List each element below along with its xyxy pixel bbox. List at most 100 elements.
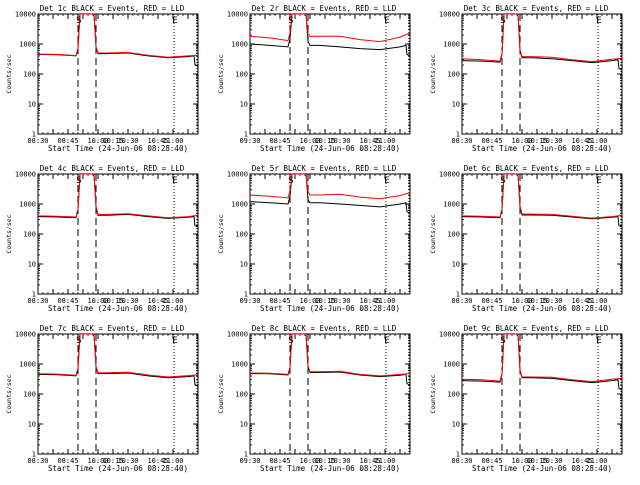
marker-label: S <box>76 336 81 346</box>
x-tick-label: 10:15 <box>102 297 123 305</box>
x-tick-label: 08:45 <box>269 457 290 465</box>
marker-label: S <box>288 176 293 186</box>
y-axis-label: Counts/sec <box>217 374 225 413</box>
marker-label: S <box>500 16 505 26</box>
x-tick-label: 10:15 <box>102 457 123 465</box>
marker-label: E <box>384 16 389 26</box>
series-line-lld <box>38 334 198 378</box>
x-tick-label: 08:45 <box>57 457 78 465</box>
y-axis-label: Counts/sec <box>5 54 13 93</box>
y-tick-label: 10000 <box>227 171 248 179</box>
x-tick-label: 08:45 <box>269 297 290 305</box>
y-tick-label: 1000 <box>19 201 36 209</box>
marker-label: E <box>384 336 389 346</box>
x-tick-label: 08:30 <box>451 137 472 145</box>
x-tick-label: 10:45 <box>571 457 592 465</box>
marker-label: E <box>596 16 601 26</box>
x-tick-label: 10:15 <box>102 137 123 145</box>
x-tick-label: 11:00 <box>162 457 183 465</box>
series-line-lld <box>462 14 622 63</box>
marker-label: E <box>172 16 177 26</box>
x-tick-label: 08:30 <box>451 457 472 465</box>
chart-title: Det 9c BLACK = Events, RED = LLD <box>464 324 609 333</box>
chart-title: Det 8c BLACK = Events, RED = LLD <box>252 324 397 333</box>
x-tick-label: 10:00 <box>511 457 532 465</box>
marker-label: E <box>596 176 601 186</box>
series-line-lld <box>38 14 198 58</box>
y-axis-label: Counts/sec <box>429 374 437 413</box>
x-tick-label: 08:45 <box>57 137 78 145</box>
x-tick-label: 10:45 <box>147 457 168 465</box>
y-axis-label: Counts/sec <box>429 54 437 93</box>
x-tick-label: 10:00 <box>87 297 108 305</box>
y-tick-label: 10 <box>452 421 460 429</box>
series-line-events <box>250 14 410 57</box>
x-tick-label: 08:45 <box>481 457 502 465</box>
x-tick-label: 10:15 <box>526 297 547 305</box>
x-tick-label: 10:00 <box>511 137 532 145</box>
y-tick-label: 1000 <box>19 361 36 369</box>
x-tick-label: 10:45 <box>571 297 592 305</box>
chart-title: Det 7c BLACK = Events, RED = LLD <box>40 324 185 333</box>
y-tick-label: 10000 <box>439 331 460 339</box>
y-tick-label: 1 <box>456 451 460 459</box>
x-tick-label: 10:45 <box>147 137 168 145</box>
marker-label: S <box>76 16 81 26</box>
y-tick-label: 10 <box>452 101 460 109</box>
x-tick-label: 10:00 <box>299 297 320 305</box>
y-tick-label: 1000 <box>231 361 248 369</box>
x-tick-label: 08:30 <box>27 137 48 145</box>
y-tick-label: 10 <box>28 101 36 109</box>
marker-label: E <box>172 176 177 186</box>
series-line-lld <box>462 174 622 219</box>
y-tick-label: 100 <box>235 391 248 399</box>
y-tick-label: 100 <box>23 231 36 239</box>
y-tick-label: 1 <box>244 131 248 139</box>
chart-title: Det 6c BLACK = Events, RED = LLD <box>464 164 609 173</box>
x-tick-label: 09:30 <box>239 137 260 145</box>
y-tick-label: 100 <box>447 391 460 399</box>
chart-title: Det 5r BLACK = Events, RED = LLD <box>252 164 397 173</box>
x-tick-label: 10:30 <box>329 297 350 305</box>
y-tick-label: 1 <box>32 291 36 299</box>
y-tick-label: 10 <box>28 261 36 269</box>
y-tick-label: 10000 <box>439 171 460 179</box>
y-tick-label: 1000 <box>443 201 460 209</box>
y-tick-label: 100 <box>447 231 460 239</box>
y-tick-label: 1 <box>456 291 460 299</box>
chart-title: Det 2r BLACK = Events, RED = LLD <box>252 4 397 13</box>
y-tick-label: 100 <box>447 71 460 79</box>
x-tick-label: 10:30 <box>541 137 562 145</box>
x-tick-label: 11:00 <box>162 297 183 305</box>
x-tick-label: 10:15 <box>314 457 335 465</box>
marker-label: S <box>500 176 505 186</box>
x-axis-label: Start Time (24-Jun-06 08:28:40) <box>260 304 400 313</box>
x-tick-label: 10:45 <box>359 457 380 465</box>
x-tick-label: 08:45 <box>481 137 502 145</box>
x-axis-label: Start Time (24-Jun-06 08:28:40) <box>48 304 188 313</box>
y-tick-label: 1 <box>456 131 460 139</box>
y-tick-label: 1000 <box>231 41 248 49</box>
x-tick-label: 10:15 <box>526 137 547 145</box>
series-line-lld <box>38 174 198 219</box>
marker-label: S <box>500 336 505 346</box>
x-tick-label: 10:15 <box>526 457 547 465</box>
x-axis-label: Start Time (24-Jun-06 08:28:40) <box>260 464 400 473</box>
x-tick-label: 11:00 <box>162 137 183 145</box>
marker-label: S <box>76 176 81 186</box>
y-tick-label: 10000 <box>439 11 460 19</box>
y-tick-label: 10 <box>28 421 36 429</box>
y-tick-label: 1000 <box>443 361 460 369</box>
x-tick-label: 11:00 <box>374 297 395 305</box>
y-tick-label: 1 <box>32 451 36 459</box>
y-tick-label: 10000 <box>15 11 36 19</box>
x-tick-label: 10:45 <box>359 137 380 145</box>
y-tick-label: 1000 <box>231 201 248 209</box>
x-tick-label: 10:00 <box>299 137 320 145</box>
x-tick-label: 08:30 <box>27 297 48 305</box>
x-tick-label: 10:30 <box>117 297 138 305</box>
y-tick-label: 10000 <box>227 331 248 339</box>
x-tick-label: 11:00 <box>586 137 607 145</box>
